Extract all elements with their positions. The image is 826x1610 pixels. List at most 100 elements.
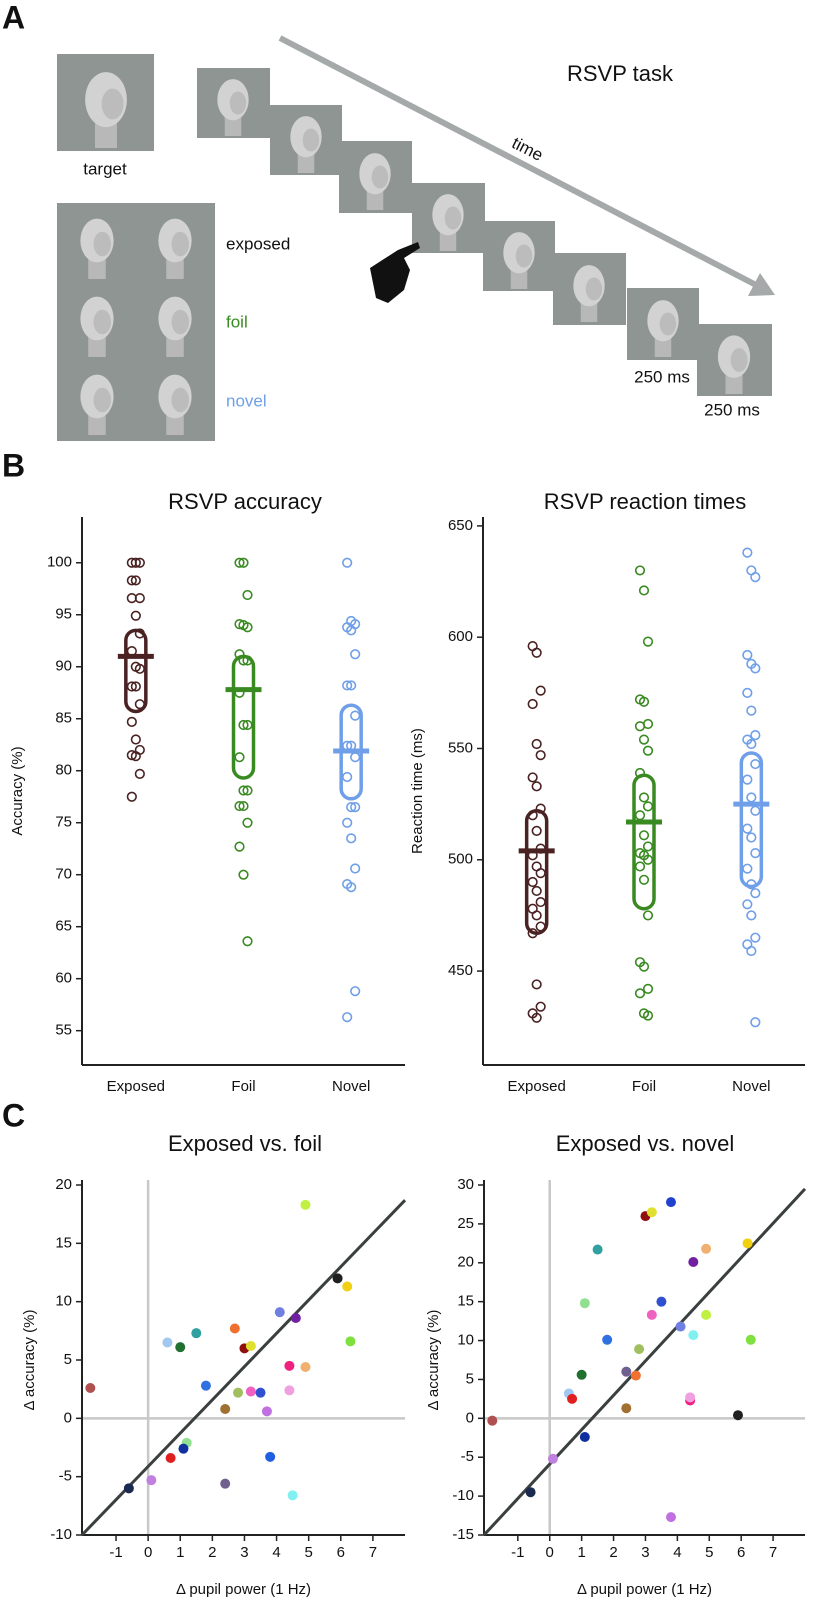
x-tick-label: Exposed <box>107 1078 165 1095</box>
x-tick-label: 0 <box>144 1544 152 1561</box>
data-point <box>346 625 357 636</box>
panel-label: B <box>2 447 25 483</box>
data-point <box>178 1443 189 1454</box>
data-point <box>535 1001 546 1012</box>
data-point <box>750 730 761 741</box>
data-point <box>602 1334 613 1345</box>
data-point <box>350 802 361 813</box>
y-tick-label: 550 <box>448 739 473 756</box>
x-tick-label: 1 <box>577 1544 585 1561</box>
x-tick-label: 6 <box>737 1544 745 1561</box>
x-tick-label: 4 <box>673 1544 681 1561</box>
x-tick-label: Foil <box>632 1078 656 1095</box>
data-point <box>675 1321 686 1332</box>
data-point <box>750 888 761 899</box>
chart-title: Exposed vs. foil <box>168 1131 322 1156</box>
data-point <box>242 817 253 828</box>
x-axis-label: Δ pupil power (1 Hz) <box>577 1581 712 1598</box>
data-point <box>742 1238 753 1249</box>
data-point <box>750 848 761 859</box>
y-tick-label: 15 <box>55 1234 72 1251</box>
data-point <box>531 979 542 990</box>
data-point <box>642 983 654 994</box>
data-point <box>346 882 357 893</box>
data-point <box>126 716 137 727</box>
data-point <box>350 863 361 874</box>
data-point <box>346 833 357 844</box>
x-tick-label: Novel <box>732 1078 770 1095</box>
data-point <box>531 738 542 750</box>
data-point <box>746 945 757 957</box>
data-point <box>527 876 538 888</box>
data-point <box>746 705 757 716</box>
data-point <box>742 863 753 874</box>
data-point <box>238 800 249 812</box>
data-point <box>245 1386 256 1397</box>
data-point <box>592 1244 603 1255</box>
data-point <box>126 575 137 586</box>
x-tick-label: 2 <box>609 1544 617 1561</box>
y-tick-label: 95 <box>55 606 72 623</box>
y-tick-label: -10 <box>452 1487 474 1504</box>
data-point <box>634 988 646 999</box>
data-point <box>750 571 761 583</box>
data-point <box>642 636 654 647</box>
data-point <box>621 1366 632 1377</box>
y-tick-label: 25 <box>457 1215 474 1232</box>
data-point <box>134 768 145 779</box>
data-point <box>130 681 141 692</box>
x-tick-label: Foil <box>231 1078 255 1095</box>
x-tick-label: -1 <box>109 1544 122 1561</box>
data-point <box>579 1432 590 1442</box>
data-point <box>342 1281 353 1292</box>
data-point <box>638 792 650 803</box>
data-point <box>746 792 757 803</box>
data-point <box>300 1362 311 1372</box>
x-tick-label: 3 <box>641 1544 649 1561</box>
x-tick-label: 3 <box>240 1544 248 1561</box>
y-tick-label: 80 <box>55 762 72 779</box>
x-tick-label: Novel <box>332 1078 370 1095</box>
y-tick-label: 10 <box>457 1332 474 1349</box>
data-point <box>200 1380 211 1391</box>
arrow-head <box>748 273 775 296</box>
data-point <box>487 1415 498 1426</box>
data-point <box>656 1296 667 1307</box>
data-point <box>742 823 753 834</box>
data-point <box>300 1199 311 1210</box>
y-tick-label: 450 <box>448 962 473 979</box>
data-point <box>742 774 753 785</box>
data-point <box>646 1309 657 1320</box>
data-point <box>229 1323 240 1334</box>
data-point <box>701 1309 712 1320</box>
data-point <box>274 1307 285 1318</box>
data-point <box>126 750 137 761</box>
data-point <box>284 1360 295 1371</box>
x-axis-label: Δ pupil power (1 Hz) <box>176 1581 311 1598</box>
confidence-interval <box>231 654 256 780</box>
data-point <box>242 622 253 633</box>
y-tick-label: 15 <box>457 1293 474 1310</box>
data-point <box>245 1341 256 1351</box>
data-point <box>642 841 654 852</box>
data-point <box>531 885 542 897</box>
data-point <box>630 1370 641 1381</box>
y-axis-label: Reaction time (ms) <box>409 728 426 854</box>
data-point <box>234 557 245 568</box>
data-point <box>531 910 542 921</box>
data-point <box>567 1393 578 1404</box>
time-arrow <box>278 35 760 289</box>
data-point <box>535 868 546 879</box>
y-axis-label: Δ accuracy (%) <box>21 1310 38 1411</box>
data-point <box>346 680 357 691</box>
data-point <box>238 869 249 880</box>
data-point <box>238 719 249 731</box>
data-point <box>535 750 546 761</box>
data-point <box>746 832 757 843</box>
data-point <box>350 752 361 763</box>
data-point <box>531 1012 542 1023</box>
data-point <box>621 1403 632 1414</box>
data-point <box>345 1336 356 1347</box>
data-point <box>576 1369 587 1380</box>
data-point <box>525 1487 536 1498</box>
